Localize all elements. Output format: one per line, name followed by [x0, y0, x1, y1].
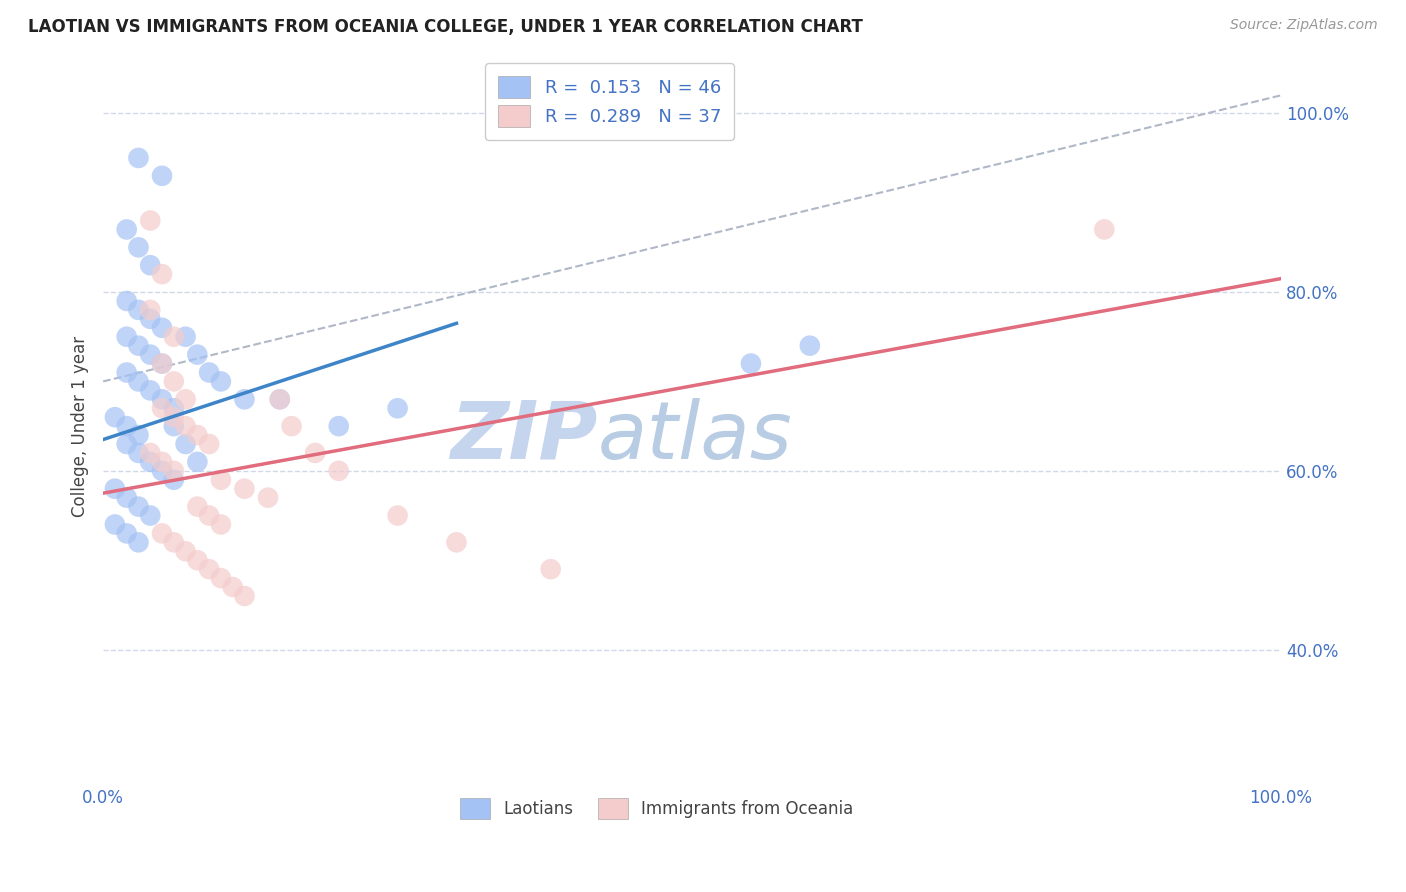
Point	[104, 482, 127, 496]
Point	[115, 329, 138, 343]
Point	[115, 222, 138, 236]
Point	[174, 419, 197, 434]
Point	[163, 419, 186, 434]
Point	[186, 455, 208, 469]
Point	[139, 455, 162, 469]
Text: Source: ZipAtlas.com: Source: ZipAtlas.com	[1230, 18, 1378, 32]
Point	[209, 375, 232, 389]
Point	[139, 348, 162, 362]
Point	[174, 392, 197, 407]
Point	[540, 562, 562, 576]
Point	[150, 320, 173, 334]
Point	[139, 446, 162, 460]
Point	[127, 500, 149, 514]
Legend: Laotians, Immigrants from Oceania: Laotians, Immigrants from Oceania	[453, 792, 860, 825]
Point	[198, 437, 221, 451]
Point	[740, 357, 762, 371]
Point	[233, 589, 256, 603]
Point	[150, 357, 173, 371]
Point	[127, 428, 149, 442]
Point	[163, 410, 186, 425]
Point	[209, 473, 232, 487]
Point	[163, 473, 186, 487]
Point	[209, 517, 232, 532]
Point	[221, 580, 243, 594]
Point	[150, 455, 173, 469]
Point	[127, 151, 149, 165]
Point	[387, 508, 409, 523]
Point	[198, 366, 221, 380]
Point	[139, 311, 162, 326]
Point	[115, 491, 138, 505]
Point	[139, 508, 162, 523]
Y-axis label: College, Under 1 year: College, Under 1 year	[72, 335, 89, 516]
Point	[269, 392, 291, 407]
Point	[127, 240, 149, 254]
Point	[115, 293, 138, 308]
Point	[257, 491, 280, 505]
Point	[127, 375, 149, 389]
Point	[446, 535, 468, 549]
Text: LAOTIAN VS IMMIGRANTS FROM OCEANIA COLLEGE, UNDER 1 YEAR CORRELATION CHART: LAOTIAN VS IMMIGRANTS FROM OCEANIA COLLE…	[28, 18, 863, 36]
Point	[150, 526, 173, 541]
Point	[328, 464, 350, 478]
Point	[127, 535, 149, 549]
Point	[150, 392, 173, 407]
Point	[186, 553, 208, 567]
Point	[115, 366, 138, 380]
Point	[174, 329, 197, 343]
Point	[198, 508, 221, 523]
Point	[139, 302, 162, 317]
Point	[104, 517, 127, 532]
Point	[127, 302, 149, 317]
Point	[328, 419, 350, 434]
Point	[186, 428, 208, 442]
Point	[150, 401, 173, 416]
Point	[127, 339, 149, 353]
Point	[799, 339, 821, 353]
Point	[163, 329, 186, 343]
Point	[104, 410, 127, 425]
Point	[127, 446, 149, 460]
Point	[115, 437, 138, 451]
Point	[139, 213, 162, 227]
Point	[150, 267, 173, 281]
Point	[233, 482, 256, 496]
Point	[150, 357, 173, 371]
Point	[1092, 222, 1115, 236]
Text: ZIP: ZIP	[450, 398, 598, 475]
Point	[163, 464, 186, 478]
Point	[139, 258, 162, 272]
Point	[174, 544, 197, 558]
Point	[233, 392, 256, 407]
Point	[150, 169, 173, 183]
Point	[186, 500, 208, 514]
Point	[174, 437, 197, 451]
Point	[304, 446, 326, 460]
Point	[269, 392, 291, 407]
Point	[186, 348, 208, 362]
Point	[209, 571, 232, 585]
Point	[198, 562, 221, 576]
Point	[115, 526, 138, 541]
Point	[387, 401, 409, 416]
Text: atlas: atlas	[598, 398, 793, 475]
Point	[163, 375, 186, 389]
Point	[139, 384, 162, 398]
Point	[163, 535, 186, 549]
Point	[163, 401, 186, 416]
Point	[280, 419, 302, 434]
Point	[150, 464, 173, 478]
Point	[115, 419, 138, 434]
